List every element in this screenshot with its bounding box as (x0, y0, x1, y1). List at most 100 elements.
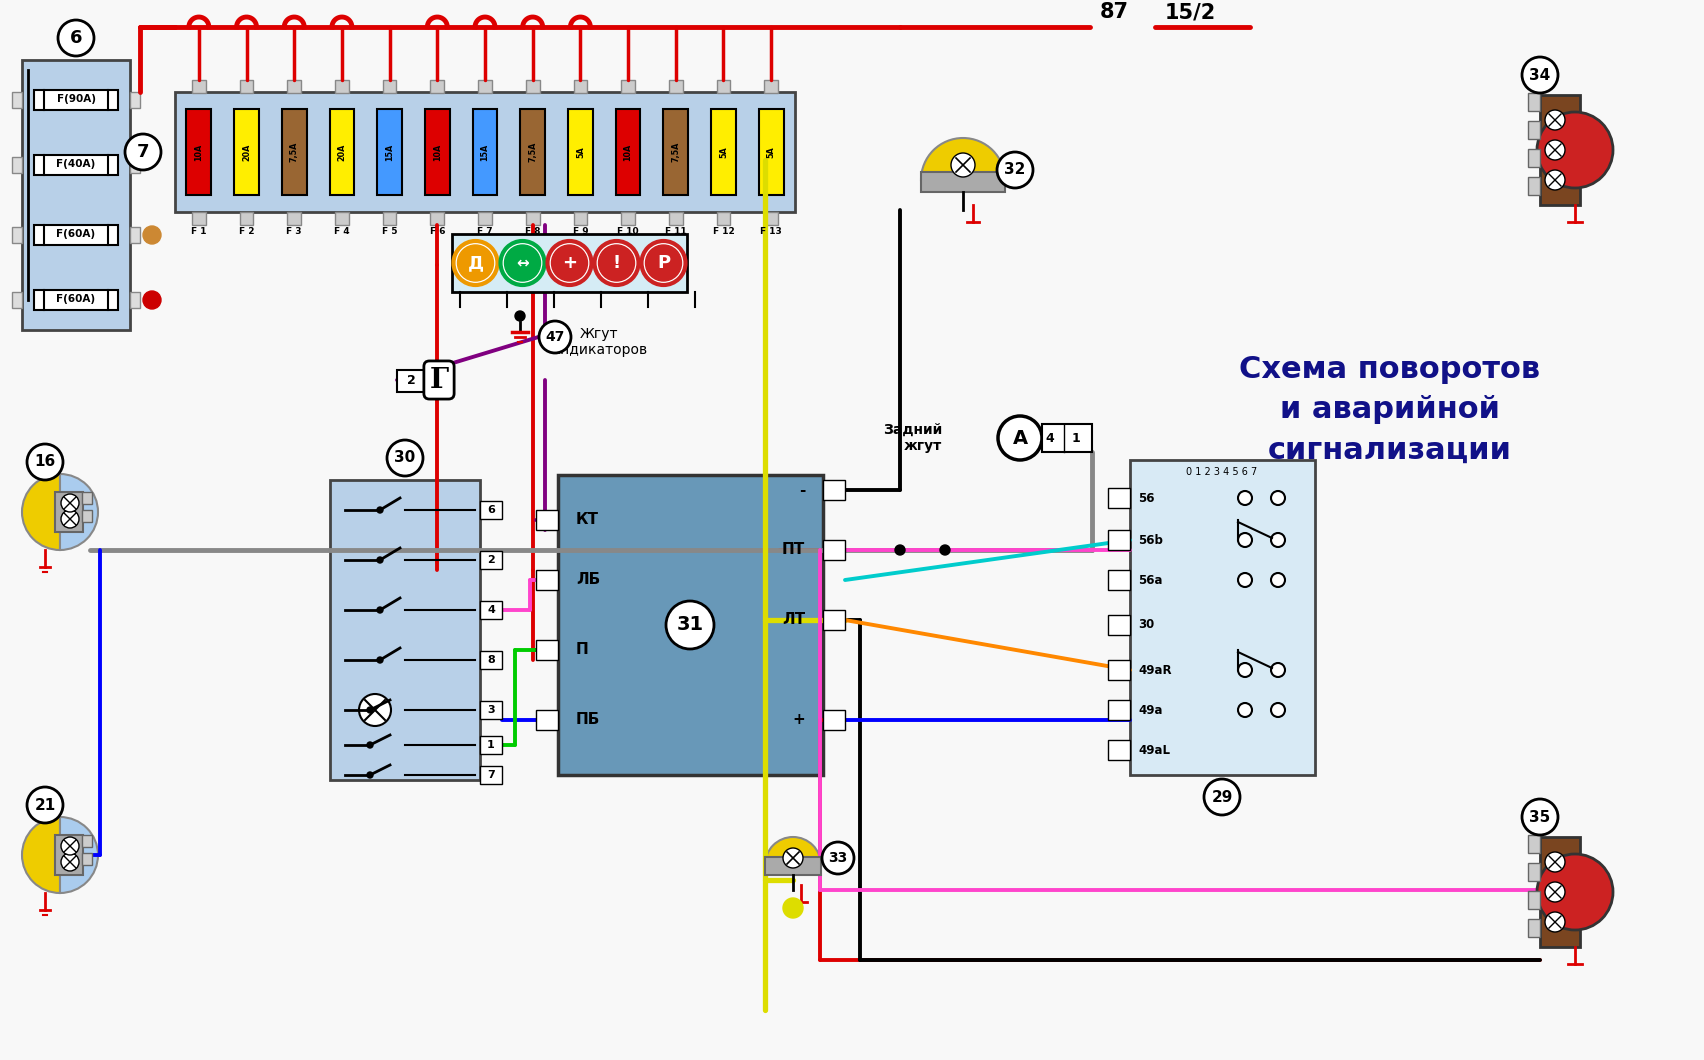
Bar (663, 109, 688, 195)
Bar (1130, 460, 1315, 775)
Text: 49aL: 49aL (1138, 743, 1171, 757)
Bar (1528, 93, 1540, 111)
Text: ПТ: ПТ (782, 543, 804, 558)
Bar (22, 60, 130, 330)
Bar (622, 80, 636, 93)
Bar (537, 640, 557, 660)
Text: 7,5A: 7,5A (528, 142, 537, 162)
Circle shape (377, 507, 383, 513)
Circle shape (1271, 662, 1285, 677)
Text: F 7: F 7 (477, 228, 492, 236)
Text: F 11: F 11 (665, 228, 687, 236)
Text: 4: 4 (487, 605, 494, 615)
Circle shape (61, 510, 78, 528)
Text: F 2: F 2 (239, 228, 254, 236)
Circle shape (1239, 703, 1252, 717)
Text: F(60A): F(60A) (56, 294, 95, 304)
Bar (823, 710, 845, 730)
Bar (537, 570, 557, 590)
Bar (240, 212, 254, 225)
Circle shape (666, 601, 714, 649)
Text: F 1: F 1 (191, 228, 206, 236)
Bar (336, 212, 349, 225)
Circle shape (538, 321, 571, 353)
Bar (622, 212, 636, 225)
Text: 33: 33 (828, 851, 847, 865)
Bar (1528, 919, 1540, 937)
Bar (329, 109, 354, 195)
Text: 20A: 20A (242, 143, 250, 161)
Circle shape (1546, 140, 1564, 160)
Circle shape (941, 545, 951, 555)
Bar (12, 92, 22, 108)
Bar (481, 766, 503, 784)
Text: 10A: 10A (624, 143, 632, 161)
Circle shape (27, 444, 63, 480)
Text: ↔: ↔ (516, 255, 528, 270)
Circle shape (377, 556, 383, 563)
Circle shape (124, 134, 160, 170)
Bar (823, 610, 845, 630)
Text: 10A: 10A (194, 143, 203, 161)
Bar (82, 835, 92, 847)
Bar (82, 853, 92, 865)
Circle shape (1546, 912, 1564, 932)
Bar (1108, 660, 1130, 681)
Text: -: - (799, 482, 804, 497)
Text: ЛБ: ЛБ (576, 572, 600, 587)
Bar (12, 227, 22, 243)
Bar (176, 92, 796, 212)
Circle shape (1239, 573, 1252, 587)
Bar (567, 109, 593, 195)
Circle shape (646, 245, 682, 281)
Bar (481, 736, 503, 754)
Bar (377, 109, 402, 195)
Bar (130, 92, 140, 108)
Bar (186, 109, 211, 195)
Text: 32: 32 (1004, 162, 1026, 177)
Bar (1540, 95, 1580, 205)
Circle shape (1546, 852, 1564, 872)
Bar (574, 80, 588, 93)
Text: F(40A): F(40A) (56, 159, 95, 169)
Text: 10A: 10A (433, 143, 441, 161)
Text: F 3: F 3 (286, 228, 302, 236)
Text: 56: 56 (1138, 492, 1155, 505)
Text: 5A: 5A (767, 146, 775, 158)
Text: 6: 6 (487, 505, 494, 515)
Circle shape (1205, 779, 1241, 815)
Bar (711, 109, 736, 195)
Bar (1108, 700, 1130, 720)
Text: 6: 6 (70, 29, 82, 47)
Bar (527, 80, 540, 93)
Bar (1528, 863, 1540, 881)
Text: 30: 30 (394, 450, 416, 465)
Text: F 6: F 6 (429, 228, 445, 236)
Circle shape (1537, 112, 1614, 188)
Bar (130, 227, 140, 243)
Bar (574, 212, 588, 225)
Text: Д: Д (467, 254, 484, 272)
Text: F 9: F 9 (573, 228, 588, 236)
Circle shape (377, 607, 383, 613)
Circle shape (457, 245, 494, 281)
Circle shape (595, 241, 639, 285)
Text: !: ! (612, 254, 620, 272)
Bar (130, 157, 140, 173)
Bar (1540, 837, 1580, 947)
Text: 15A: 15A (481, 143, 489, 161)
Bar (481, 701, 503, 719)
Text: F 13: F 13 (760, 228, 782, 236)
Bar (193, 80, 206, 93)
Wedge shape (22, 474, 60, 550)
Circle shape (997, 152, 1033, 188)
Wedge shape (60, 817, 99, 893)
Text: Схема поворотов
и аварийной
сигнализации: Схема поворотов и аварийной сигнализации (1239, 355, 1540, 465)
Text: F 8: F 8 (525, 228, 540, 236)
Text: 34: 34 (1530, 68, 1551, 83)
Text: 15A: 15A (385, 143, 394, 161)
Circle shape (1239, 662, 1252, 677)
Circle shape (1546, 170, 1564, 190)
Text: Задний
жгут: Задний жгут (883, 423, 942, 453)
Bar (288, 80, 302, 93)
